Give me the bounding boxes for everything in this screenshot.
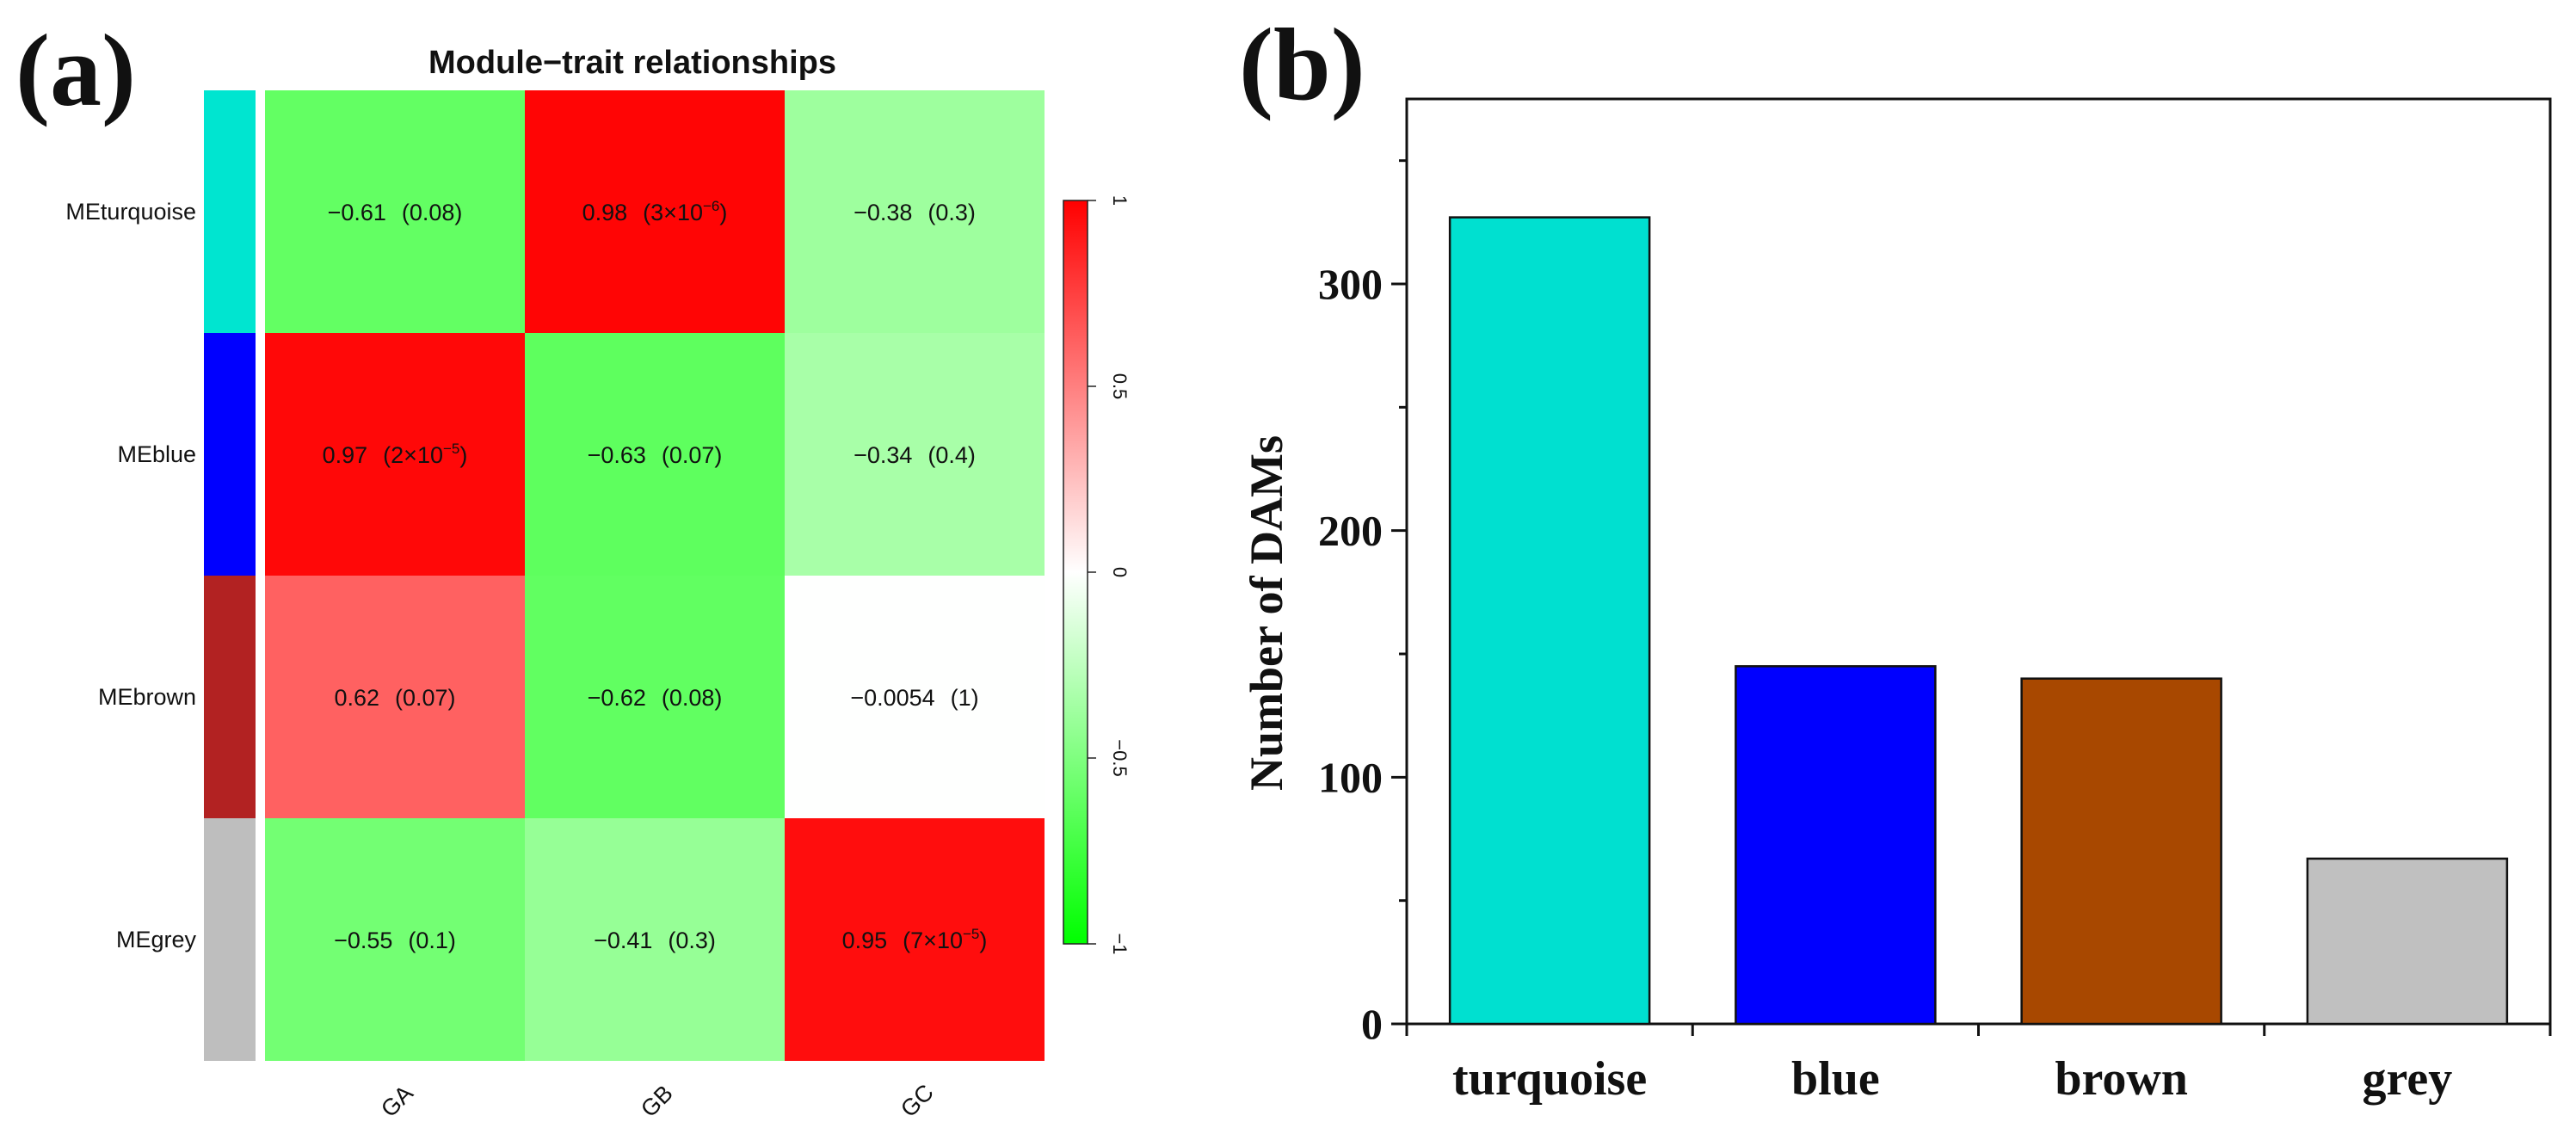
cell-label-MEbrown-GB: −0.62 (0.08) [588, 685, 723, 711]
heatmap-cell-MEbrown-GC [785, 576, 1045, 818]
colorbar-gradient [1063, 200, 1088, 945]
colorbar-tick-label: 0 [1109, 567, 1131, 577]
cell-label-MEblue-GC: −0.34 (0.4) [854, 442, 976, 468]
cell-label-MEbrown-GC: −0.0054 (1) [850, 685, 978, 711]
bar-chart: 0 100 200 300 Number of DAMs turquoise blue br… [1241, 97, 2552, 1106]
colorbar: 1 0.5 0 −0.5 −1 [1063, 195, 1131, 955]
cell-label-MEbrown-GA: 0.62 (0.07) [334, 685, 455, 711]
bar-grey [2306, 857, 2509, 1026]
colorbar-tick-label: −1 [1109, 933, 1131, 954]
y-axis-label: Number of DAMs [1241, 435, 1292, 791]
cell-label-MEturquoise-GC: −0.38 (0.3) [854, 200, 976, 225]
row-label-MEblue: MEblue [117, 441, 196, 467]
heatmap-cell-MEturquoise-GC [785, 90, 1045, 333]
heatmap-cell-MEgrey-GA [265, 818, 525, 1061]
heatmap-cell-MEgrey-GC [785, 818, 1045, 1061]
panel-a-label: (a) [15, 13, 136, 127]
row-label-MEbrown: MEbrown [98, 684, 196, 710]
x-category-label-turquoise: turquoise [1452, 1052, 1647, 1106]
heatmap-cell-MEbrown-GB [525, 576, 785, 818]
x-category-label-brown: brown [2055, 1052, 2188, 1106]
cell-label-MEturquoise-GA: −0.61 (0.08) [328, 200, 463, 225]
cell-label-MEturquoise-GB: 0.98 (3×10−6) [582, 198, 728, 225]
row-label-MEturquoise: MEturquoise [65, 199, 196, 225]
x-category-label-grey: grey [2363, 1052, 2453, 1106]
colorbar-tick-label: 0.5 [1109, 373, 1131, 400]
heatmap-cell-MEblue-GA [265, 333, 525, 576]
heatmap-cell-MEbrown-GA [265, 576, 525, 818]
module-color-strip-MEbrown [204, 576, 256, 818]
col-label-GB: GB [636, 1080, 678, 1122]
y-tick-label: 300 [1318, 260, 1383, 308]
heatmap-title: Module−trait relationships [428, 45, 836, 81]
x-category-label-blue: blue [1791, 1052, 1880, 1106]
bar-brown [2020, 677, 2222, 1026]
col-label-GA: GA [376, 1080, 418, 1122]
y-tick-label: 0 [1361, 1000, 1383, 1048]
cell-label-MEgrey-GB: −0.41 (0.3) [594, 928, 716, 953]
bar-blue [1735, 665, 1937, 1026]
heatmap-cell-MEturquoise-GA [265, 90, 525, 333]
cell-label-MEblue-GA: 0.97 (2×10−5) [323, 441, 468, 468]
heatmap-cell-MEgrey-GB [525, 818, 785, 1061]
module-color-strip-MEblue [204, 333, 256, 576]
heatmap-cell-MEblue-GB [525, 333, 785, 576]
y-tick-label: 100 [1318, 753, 1383, 801]
cell-label-MEgrey-GC: 0.95 (7×10−5) [842, 926, 988, 953]
cell-label-MEblue-GB: −0.63 (0.07) [588, 442, 723, 468]
cell-label-MEgrey-GA: −0.55 (0.1) [334, 928, 456, 953]
colorbar-tick-label: −0.5 [1109, 739, 1131, 776]
heatmap-chart: Module−trait relationships −0.61 (0.08) 0.… [65, 45, 1131, 1122]
heatmap-cell-MEblue-GC [785, 333, 1045, 576]
module-color-strip-MEturquoise [204, 90, 256, 333]
row-label-MEgrey: MEgrey [116, 927, 197, 952]
y-tick-label: 200 [1318, 507, 1383, 555]
panel-b-label: (b) [1239, 7, 1365, 121]
bar-turquoise [1448, 216, 1651, 1026]
heatmap-cell-MEturquoise-GB [525, 90, 785, 333]
col-label-GC: GC [896, 1079, 939, 1122]
colorbar-tick-label: 1 [1109, 195, 1131, 206]
module-color-strip-MEgrey [204, 818, 256, 1061]
